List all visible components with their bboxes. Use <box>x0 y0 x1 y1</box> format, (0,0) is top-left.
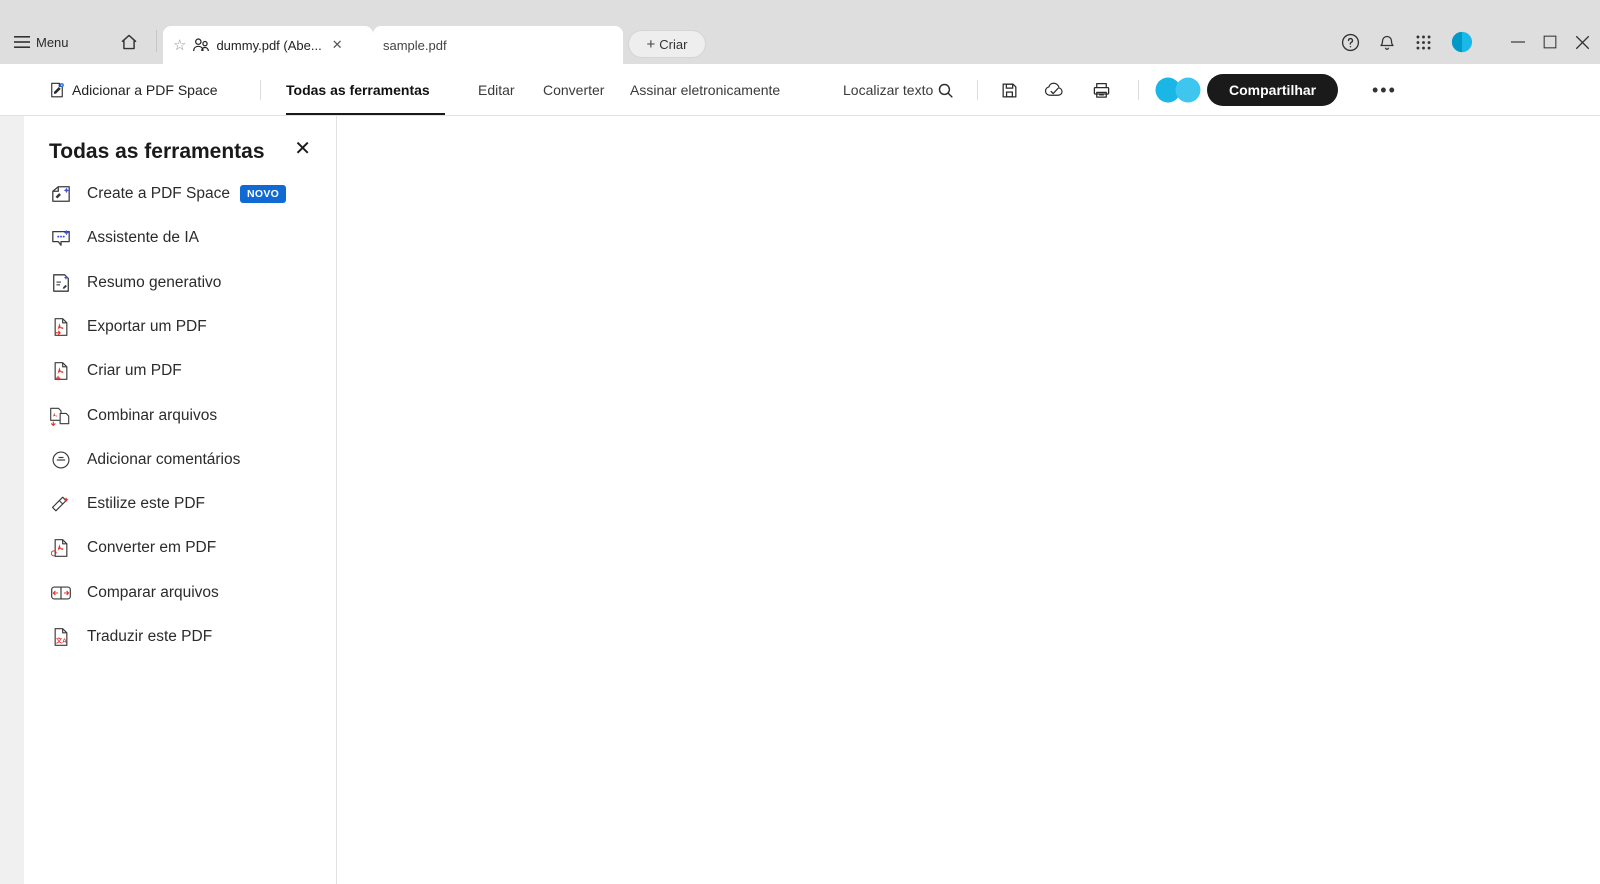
svg-text:文A: 文A <box>56 636 67 645</box>
